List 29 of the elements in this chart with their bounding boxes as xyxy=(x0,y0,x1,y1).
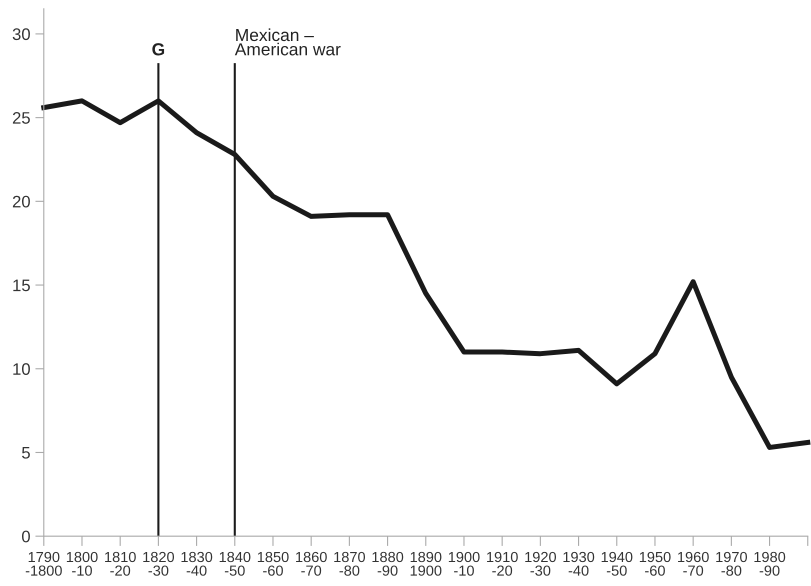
ref-line-label: Mexican – American war xyxy=(234,28,341,56)
y-tick-label: 0 xyxy=(22,530,30,542)
y-tick-label: 25 xyxy=(12,112,30,124)
y-tick-label: 10 xyxy=(13,363,30,375)
x-tick-label: 1870 -80 xyxy=(334,552,366,576)
x-tick-label: 1890 1900 xyxy=(410,552,442,576)
x-tick-label: 1920 -30 xyxy=(525,552,556,576)
x-tick-label: 1930 -40 xyxy=(563,552,594,576)
x-tick-label: 1790 -1800 xyxy=(26,552,62,576)
x-tick-label: 1910 -20 xyxy=(487,552,518,576)
x-tick-label: 1840 -50 xyxy=(220,552,250,576)
y-tick-label: 20 xyxy=(12,196,30,208)
x-tick-label: 1820 -30 xyxy=(143,552,174,576)
x-tick-label: 1970 -80 xyxy=(716,552,748,576)
y-tick-label: 5 xyxy=(22,447,30,459)
x-tick-label: 1860 -70 xyxy=(296,552,327,576)
x-tick-label: 1940 -50 xyxy=(602,552,632,576)
x-tick-label: 1880 -90 xyxy=(372,552,404,576)
x-tick-label: 1800 -10 xyxy=(66,552,98,576)
ref-line-label: G xyxy=(152,43,164,56)
x-tick-label: 1850 -60 xyxy=(258,552,289,576)
y-tick-label: 15 xyxy=(13,280,30,292)
y-tick-label: 30 xyxy=(12,28,30,40)
x-tick-label: 1950 -60 xyxy=(640,552,671,576)
x-tick-label: 1960 -70 xyxy=(678,552,709,576)
x-tick-label: 1830 -40 xyxy=(181,552,212,576)
x-tick-label: 1900 -10 xyxy=(448,552,480,576)
x-tick-label: 1980 -90 xyxy=(754,552,786,576)
x-tick-label: 1810 -20 xyxy=(105,552,136,576)
